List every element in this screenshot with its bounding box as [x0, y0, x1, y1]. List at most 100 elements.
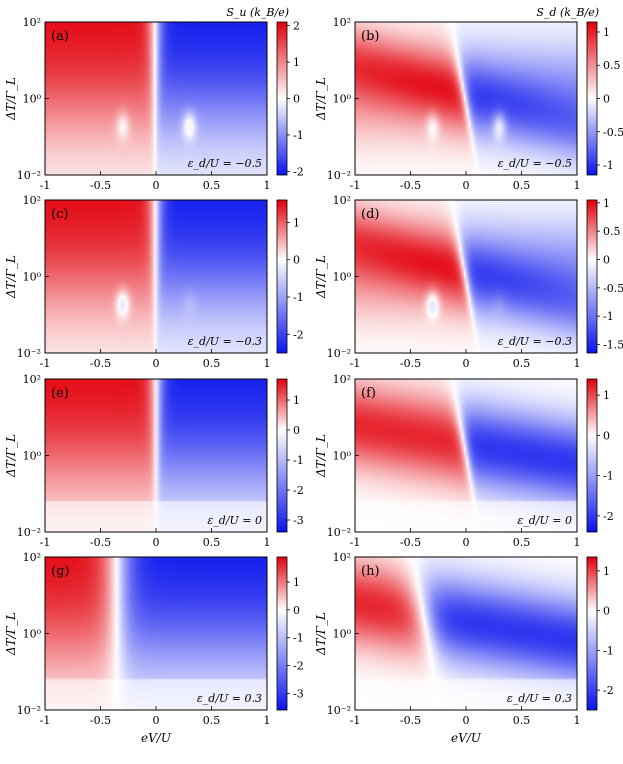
x-axis-label: eV/U — [141, 731, 172, 745]
colorbar-tick-label: -1 — [603, 470, 614, 483]
panel-annotation: ε_d/U = 0 — [517, 514, 572, 527]
colorbar-tick-label: 0 — [603, 93, 610, 106]
x-tick-label: 0 — [463, 357, 470, 370]
y-axis-label: ΔT/Γ_L — [314, 612, 328, 656]
y-tick-label: 10⁻² — [17, 526, 41, 539]
x-tick-label: -0.5 — [90, 179, 111, 192]
colorbar-tick-label: -1 — [293, 129, 304, 142]
panel-annotation: ε_d/U = −0.3 — [188, 335, 262, 348]
colorbar-tick-label: -1 — [293, 632, 304, 645]
panel-label: (a) — [51, 29, 69, 44]
x-tick-label: 0.5 — [513, 536, 531, 549]
colorbar-tick-label: -2 — [293, 165, 304, 178]
y-tick-label: 10⁻² — [327, 347, 351, 360]
y-tick-label: 10⁰ — [333, 450, 352, 463]
x-tick-label: 0 — [463, 536, 470, 549]
x-tick-label: 0 — [153, 179, 160, 192]
y-tick-label: 10⁰ — [23, 93, 42, 106]
heatmap-surface — [45, 379, 267, 532]
colorbar-tick-label: 0 — [603, 429, 610, 442]
colorbar-tick-label: -1 — [293, 291, 304, 304]
colorbar-tick-label: 1 — [603, 197, 610, 210]
x-tick-label: 1 — [574, 179, 581, 192]
colorbar-gradient — [277, 200, 287, 353]
x-tick-label: 0 — [153, 536, 160, 549]
y-tick-label: 10² — [333, 16, 351, 29]
x-tick-label: -1 — [40, 536, 51, 549]
x-tick-label: 0 — [463, 179, 470, 192]
x-tick-label: -0.5 — [90, 357, 111, 370]
x-tick-label: -1 — [350, 714, 361, 727]
colorbar-tick-label: -1 — [293, 454, 304, 467]
panel-label: (b) — [361, 29, 379, 44]
x-tick-label: 1 — [574, 536, 581, 549]
y-axis-label: ΔT/Γ_L — [4, 77, 18, 121]
colorbar-title: S_u (k_B/e) — [226, 6, 289, 19]
y-tick-label: 10⁰ — [23, 271, 42, 284]
y-tick-label: 10⁰ — [23, 450, 42, 463]
colorbar-frame — [276, 378, 288, 533]
x-tick-label: -0.5 — [400, 179, 421, 192]
colorbar-tick-label: 0.5 — [603, 225, 621, 238]
panel-label: (f) — [361, 386, 376, 401]
colorbar-tick-label: 0.5 — [603, 59, 621, 72]
x-tick-label: -1 — [350, 536, 361, 549]
heatmap-surface — [45, 22, 267, 175]
heatmap-surface — [45, 200, 267, 353]
panel-annotation: ε_d/U = 0 — [207, 514, 262, 527]
panel-annotation: ε_d/U = 0.3 — [507, 692, 572, 705]
x-tick-label: 0.5 — [203, 536, 221, 549]
y-axis-label: ΔT/Γ_L — [314, 77, 328, 121]
x-tick-label: -0.5 — [90, 714, 111, 727]
y-tick-label: 10⁰ — [23, 628, 42, 641]
colorbar-tick-label: 0 — [293, 93, 300, 106]
panel-annotation: ε_d/U = −0.3 — [498, 335, 572, 348]
y-tick-label: 10² — [23, 16, 41, 29]
colorbar-gradient — [587, 379, 597, 532]
colorbar-gradient — [277, 379, 287, 532]
x-tick-label: 1 — [264, 179, 271, 192]
heatmap-surface — [355, 22, 577, 175]
colorbar-tick-label: -3 — [293, 514, 304, 527]
y-tick-label: 10⁰ — [333, 93, 352, 106]
colorbar-tick-label: 1 — [293, 576, 300, 589]
heatmap-surface — [355, 379, 577, 532]
colorbar-tick-label: -2 — [603, 684, 614, 697]
colorbar-tick-label: 2 — [293, 20, 300, 33]
panel-annotation: ε_d/U = 0.3 — [197, 692, 262, 705]
colorbar-tick-label: 1 — [293, 56, 300, 69]
colorbar-tick-label: -2 — [603, 510, 614, 523]
colorbar-frame — [276, 199, 288, 354]
y-tick-label: 10² — [333, 194, 351, 207]
y-tick-label: 10⁰ — [333, 271, 352, 284]
y-tick-label: 10⁻² — [17, 704, 41, 717]
colorbar-tick-label: -1.5 — [603, 339, 623, 352]
colorbar-frame — [586, 378, 598, 533]
panel-annotation: ε_d/U = −0.5 — [498, 157, 572, 170]
x-tick-label: 0 — [153, 357, 160, 370]
panel-label: (c) — [51, 207, 68, 222]
colorbar-frame — [586, 556, 598, 711]
colorbar-tick-label: -1 — [603, 159, 614, 172]
colorbar-tick-label: -1 — [603, 644, 614, 657]
panel-label: (g) — [51, 564, 69, 579]
colorbar-gradient — [587, 22, 597, 175]
colorbar-gradient — [277, 557, 287, 710]
heatmap-surface — [355, 557, 577, 710]
x-tick-label: 0.5 — [203, 357, 221, 370]
x-tick-label: 0 — [463, 714, 470, 727]
x-tick-label: 0.5 — [513, 714, 531, 727]
x-tick-label: -1 — [350, 179, 361, 192]
panel-label: (d) — [361, 207, 379, 222]
colorbar-tick-label: 1 — [603, 389, 610, 402]
y-tick-label: 10² — [333, 551, 351, 564]
y-tick-label: 10² — [23, 194, 41, 207]
x-tick-label: 0.5 — [203, 179, 221, 192]
x-tick-label: -1 — [350, 357, 361, 370]
x-tick-label: 0.5 — [203, 714, 221, 727]
colorbar-tick-label: -2 — [293, 328, 304, 341]
x-tick-label: 1 — [574, 357, 581, 370]
colorbar-gradient — [277, 22, 287, 175]
colorbar-gradient — [587, 200, 597, 353]
